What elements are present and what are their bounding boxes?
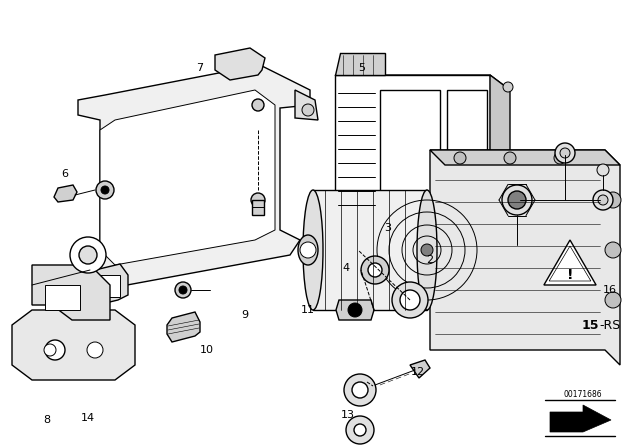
Polygon shape xyxy=(410,360,430,378)
Text: 7: 7 xyxy=(196,63,204,73)
Polygon shape xyxy=(85,264,128,306)
Text: 11: 11 xyxy=(301,305,315,315)
Circle shape xyxy=(72,270,88,286)
Text: 1: 1 xyxy=(561,415,568,425)
Circle shape xyxy=(300,242,316,258)
Circle shape xyxy=(44,344,56,356)
Circle shape xyxy=(354,424,366,436)
Circle shape xyxy=(45,340,65,360)
Circle shape xyxy=(79,246,97,264)
Circle shape xyxy=(454,152,466,164)
Text: 8: 8 xyxy=(44,415,51,425)
Text: 15: 15 xyxy=(582,319,599,332)
Circle shape xyxy=(605,242,621,258)
Circle shape xyxy=(400,290,420,310)
Bar xyxy=(447,90,487,215)
Circle shape xyxy=(101,186,109,194)
Text: 9: 9 xyxy=(241,310,248,320)
Polygon shape xyxy=(70,65,310,290)
Ellipse shape xyxy=(303,190,323,310)
Circle shape xyxy=(392,282,428,318)
Text: 2: 2 xyxy=(426,255,433,265)
Text: 12: 12 xyxy=(411,367,425,377)
Circle shape xyxy=(96,181,114,199)
Polygon shape xyxy=(252,200,264,215)
Text: 6: 6 xyxy=(61,169,68,179)
Polygon shape xyxy=(550,405,611,432)
Circle shape xyxy=(352,382,368,398)
Polygon shape xyxy=(215,48,265,80)
Circle shape xyxy=(421,244,433,256)
Circle shape xyxy=(348,303,362,317)
Text: 3: 3 xyxy=(385,223,392,233)
Circle shape xyxy=(593,190,613,210)
Polygon shape xyxy=(335,75,510,90)
Polygon shape xyxy=(335,53,385,75)
Polygon shape xyxy=(313,190,427,310)
Polygon shape xyxy=(430,150,620,365)
Circle shape xyxy=(175,282,191,298)
Polygon shape xyxy=(335,75,490,230)
Circle shape xyxy=(503,237,513,247)
Circle shape xyxy=(605,292,621,308)
Polygon shape xyxy=(32,265,110,320)
Text: 13: 13 xyxy=(341,410,355,420)
Polygon shape xyxy=(430,150,620,165)
Circle shape xyxy=(555,143,575,163)
Circle shape xyxy=(302,104,314,116)
Circle shape xyxy=(66,264,94,292)
Circle shape xyxy=(251,193,265,207)
Ellipse shape xyxy=(298,235,318,265)
Circle shape xyxy=(344,374,376,406)
Circle shape xyxy=(179,286,187,294)
Text: 14: 14 xyxy=(81,413,95,423)
Polygon shape xyxy=(336,300,374,320)
Circle shape xyxy=(554,152,566,164)
Circle shape xyxy=(252,99,264,111)
Circle shape xyxy=(70,237,106,273)
Text: 16: 16 xyxy=(603,285,617,295)
Polygon shape xyxy=(490,75,510,245)
Circle shape xyxy=(598,195,608,205)
Polygon shape xyxy=(12,310,135,380)
Bar xyxy=(100,275,120,297)
Text: 5: 5 xyxy=(358,63,365,73)
Circle shape xyxy=(87,342,103,358)
Polygon shape xyxy=(167,312,200,342)
Polygon shape xyxy=(544,240,596,285)
Text: 00171686: 00171686 xyxy=(564,389,602,399)
Circle shape xyxy=(605,192,621,208)
Text: 10: 10 xyxy=(200,345,214,355)
Text: 4: 4 xyxy=(342,263,349,273)
Text: -RS: -RS xyxy=(599,319,620,332)
Bar xyxy=(380,90,440,215)
Circle shape xyxy=(504,152,516,164)
Polygon shape xyxy=(45,285,80,310)
Circle shape xyxy=(502,185,532,215)
Circle shape xyxy=(597,164,609,176)
Circle shape xyxy=(361,256,389,284)
Text: !: ! xyxy=(567,268,573,282)
Circle shape xyxy=(560,148,570,158)
Circle shape xyxy=(368,263,382,277)
Circle shape xyxy=(503,82,513,92)
Circle shape xyxy=(508,191,526,209)
Polygon shape xyxy=(54,185,77,202)
Ellipse shape xyxy=(417,190,437,310)
Circle shape xyxy=(346,416,374,444)
Polygon shape xyxy=(295,90,318,120)
Polygon shape xyxy=(100,90,275,265)
